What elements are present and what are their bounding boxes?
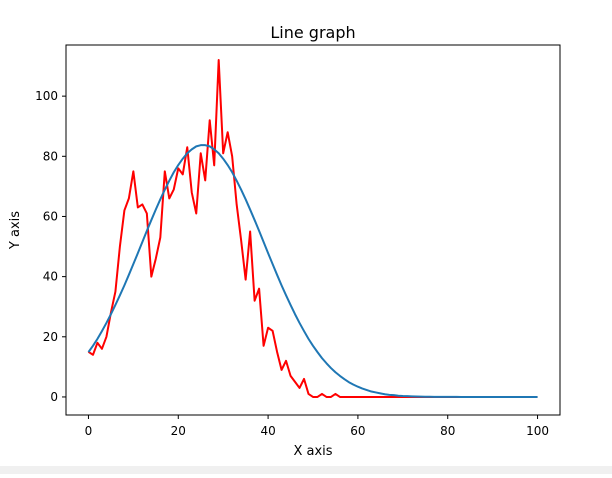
y-axis-label: Y axis (8, 211, 23, 250)
y-tick-label: 20 (43, 330, 58, 344)
x-tick-label: 100 (526, 424, 549, 438)
x-tick-label: 60 (350, 424, 365, 438)
y-tick-label: 100 (35, 89, 58, 103)
y-axis: 0 20 40 60 80 100 (35, 89, 66, 404)
y-tick-label: 60 (43, 209, 58, 223)
plot-area (87, 59, 538, 398)
x-tick-label: 80 (440, 424, 455, 438)
x-axis: 0 20 40 60 80 100 (85, 415, 549, 438)
x-tick-label: 0 (85, 424, 93, 438)
axes-frame (65, 44, 561, 416)
chart-title: Line graph (270, 23, 355, 42)
x-tick-label: 40 (260, 424, 275, 438)
y-tick-label: 80 (43, 149, 58, 163)
window-bottom-strip (0, 466, 612, 474)
x-tick-label: 20 (171, 424, 186, 438)
x-axis-label: X axis (293, 444, 332, 459)
y-tick-label: 40 (43, 270, 58, 284)
y-tick-label: 0 (50, 390, 58, 404)
series-line-1 (87, 144, 538, 398)
